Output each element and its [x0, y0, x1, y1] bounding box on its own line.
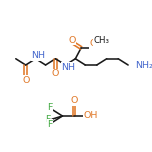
Text: F: F [45, 115, 50, 124]
Text: O: O [22, 76, 29, 85]
Text: O: O [68, 36, 76, 45]
Text: NH: NH [31, 51, 45, 60]
Text: F: F [47, 120, 52, 129]
Text: O: O [70, 96, 78, 105]
Text: CH₃: CH₃ [94, 36, 110, 45]
Text: OH: OH [83, 112, 98, 121]
Text: NH: NH [61, 62, 75, 71]
Text: O: O [52, 69, 59, 78]
Text: NH₂: NH₂ [135, 60, 152, 69]
Text: O: O [89, 39, 96, 48]
Text: F: F [47, 103, 52, 112]
